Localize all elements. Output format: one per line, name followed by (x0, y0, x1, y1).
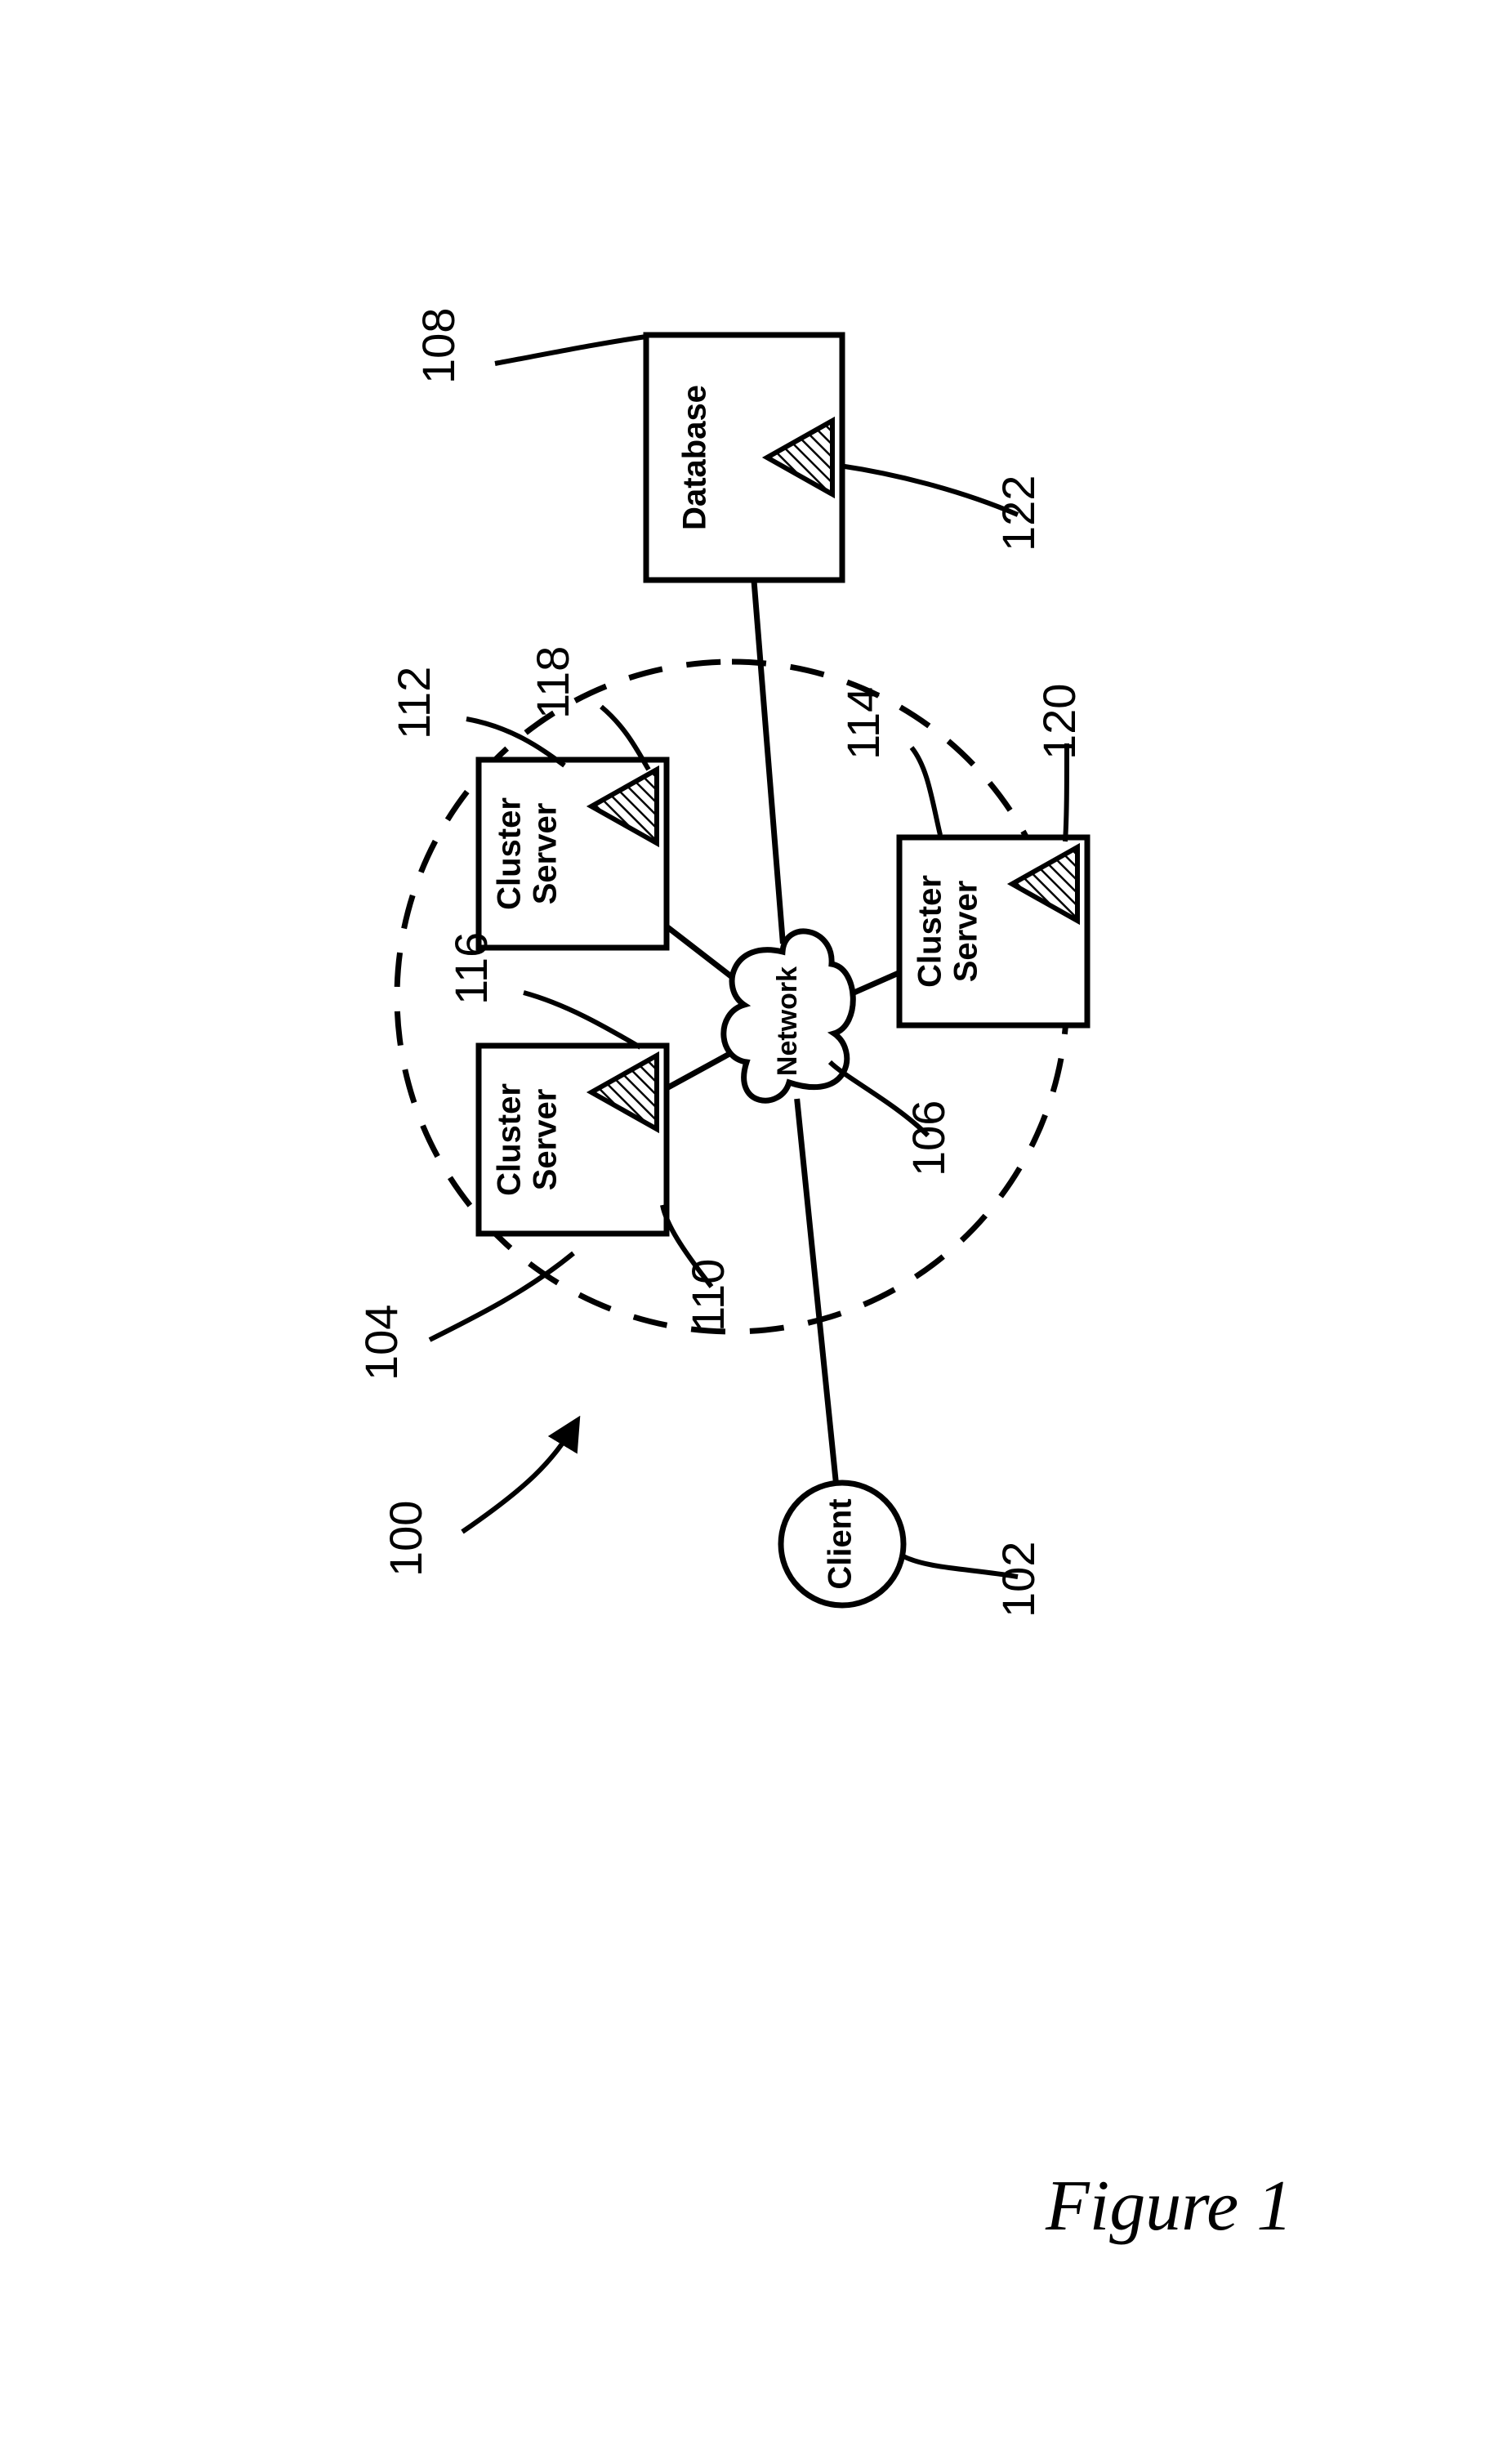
callout-number-122: 122 (992, 475, 1044, 551)
node-label: Server (527, 803, 563, 905)
edge-network-database (753, 580, 782, 944)
callout-number-100: 100 (380, 1501, 431, 1577)
callout-leader-114 (912, 748, 940, 835)
callout-number-114: 114 (837, 687, 889, 760)
callout-number-116: 116 (445, 932, 497, 1005)
callout-leader-122 (840, 466, 1018, 515)
node-label: Client (822, 1498, 858, 1589)
node-label: Database (676, 385, 712, 530)
node-network: Network (723, 931, 852, 1100)
callout-leader-116 (524, 993, 640, 1047)
callout-number-108: 108 (413, 308, 464, 384)
node-server3: ClusterServer (899, 837, 1087, 1025)
node-client: Client (781, 1483, 903, 1605)
callout-number-106: 106 (903, 1100, 954, 1176)
callout-number-104: 104 (355, 1305, 407, 1381)
edge-network-server2 (667, 926, 740, 984)
callout-leader-100 (462, 1422, 577, 1532)
callout-number-118: 118 (527, 646, 578, 719)
callout-number-120: 120 (1033, 684, 1085, 760)
callout-leader-104 (430, 1253, 573, 1340)
callout-number-112: 112 (388, 667, 439, 739)
callout-number-102: 102 (992, 1542, 1044, 1618)
node-label: Cluster (491, 1083, 527, 1196)
node-label: Network (771, 966, 802, 1076)
edge-client-network (796, 1099, 836, 1483)
node-server2: ClusterServer (479, 760, 667, 948)
node-label: Cluster (912, 875, 948, 988)
figure-root: ClientNetworkClusterServerClusterServerC… (355, 308, 1087, 1618)
node-label: Server (948, 881, 983, 983)
node-database: Database (646, 335, 842, 580)
callout-number-110: 110 (682, 1259, 734, 1332)
figure-page: ClientNetworkClusterServerClusterServerC… (0, 0, 1512, 2437)
callout-leader-108 (495, 337, 646, 364)
figure-svg: ClientNetworkClusterServerClusterServerC… (323, 302, 1189, 1691)
node-label: Server (527, 1089, 563, 1191)
node-label: Cluster (491, 797, 527, 910)
figure-caption: Figure 1 (1046, 2165, 1292, 2247)
node-server1: ClusterServer (479, 1046, 667, 1234)
